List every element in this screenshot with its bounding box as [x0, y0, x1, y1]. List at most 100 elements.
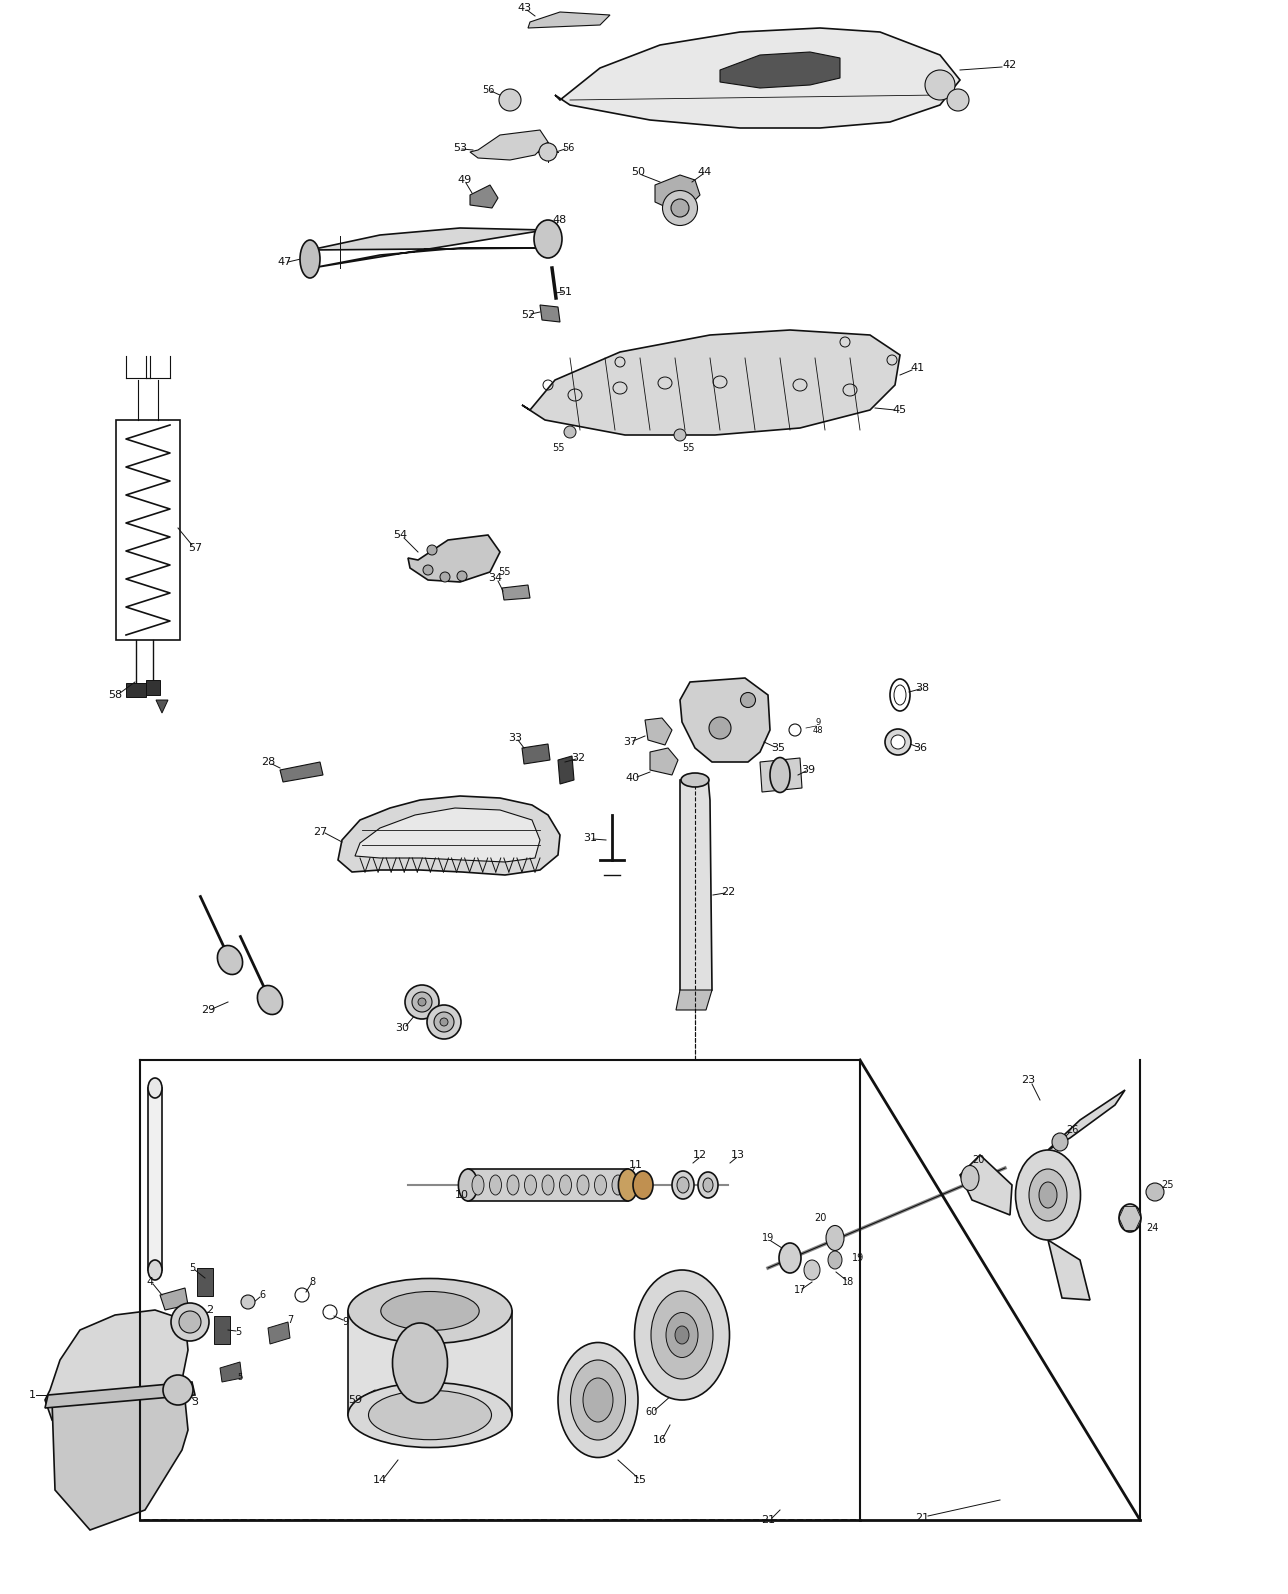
Text: 27: 27	[313, 827, 327, 837]
Ellipse shape	[535, 220, 562, 258]
Text: 56: 56	[562, 143, 574, 153]
Text: 48: 48	[813, 725, 823, 735]
Ellipse shape	[741, 692, 756, 708]
Text: 53: 53	[453, 143, 468, 153]
Ellipse shape	[677, 1176, 689, 1192]
Ellipse shape	[348, 1278, 513, 1344]
Polygon shape	[220, 1361, 242, 1382]
Text: 26: 26	[1065, 1125, 1078, 1135]
Ellipse shape	[440, 572, 450, 582]
Text: 37: 37	[623, 736, 638, 748]
Ellipse shape	[218, 945, 242, 974]
Polygon shape	[45, 1310, 188, 1439]
Ellipse shape	[708, 717, 732, 740]
Ellipse shape	[826, 1226, 844, 1251]
Bar	[116, 419, 180, 641]
Text: 54: 54	[393, 529, 407, 540]
Polygon shape	[555, 29, 960, 128]
Text: 35: 35	[772, 743, 784, 752]
Text: 22: 22	[721, 886, 735, 897]
Ellipse shape	[368, 1390, 492, 1439]
Ellipse shape	[428, 1004, 461, 1039]
Ellipse shape	[558, 1342, 638, 1457]
Text: 17: 17	[793, 1285, 806, 1294]
Ellipse shape	[428, 545, 437, 555]
Ellipse shape	[348, 1382, 513, 1447]
Text: 11: 11	[629, 1160, 643, 1170]
Text: 36: 36	[913, 743, 927, 752]
Polygon shape	[522, 330, 900, 435]
Text: 23: 23	[1021, 1074, 1036, 1086]
Polygon shape	[197, 1267, 213, 1296]
Polygon shape	[214, 1317, 231, 1344]
Ellipse shape	[770, 757, 790, 792]
Text: 52: 52	[520, 309, 535, 320]
Ellipse shape	[885, 728, 911, 756]
Ellipse shape	[564, 426, 576, 438]
Polygon shape	[1048, 1240, 1090, 1301]
Bar	[140, 1060, 860, 1521]
Text: 4: 4	[147, 1277, 153, 1286]
Text: 25: 25	[1162, 1180, 1175, 1191]
Text: 44: 44	[698, 167, 712, 177]
Polygon shape	[279, 762, 323, 783]
Text: 10: 10	[455, 1191, 469, 1200]
Ellipse shape	[542, 1175, 554, 1196]
Text: 28: 28	[261, 757, 276, 767]
Ellipse shape	[164, 1376, 193, 1404]
Text: 5: 5	[237, 1374, 242, 1382]
Text: 58: 58	[108, 690, 122, 700]
Polygon shape	[680, 677, 770, 762]
Text: 48: 48	[553, 215, 567, 225]
Text: 51: 51	[558, 287, 572, 296]
Ellipse shape	[300, 241, 319, 277]
Ellipse shape	[571, 1360, 626, 1439]
Ellipse shape	[434, 1012, 453, 1031]
Text: 45: 45	[893, 405, 907, 414]
Ellipse shape	[171, 1302, 209, 1341]
Text: 1: 1	[28, 1390, 36, 1400]
Text: 21: 21	[761, 1514, 775, 1525]
Polygon shape	[45, 1382, 194, 1408]
Ellipse shape	[440, 1019, 448, 1027]
Ellipse shape	[804, 1259, 820, 1280]
Ellipse shape	[672, 1172, 694, 1199]
Polygon shape	[676, 990, 712, 1011]
Ellipse shape	[675, 1326, 689, 1344]
Ellipse shape	[595, 1175, 607, 1196]
Ellipse shape	[1029, 1168, 1066, 1221]
Ellipse shape	[381, 1291, 479, 1331]
Polygon shape	[126, 682, 146, 697]
Ellipse shape	[779, 1243, 801, 1274]
Ellipse shape	[559, 1175, 572, 1196]
Text: 38: 38	[914, 682, 929, 693]
Ellipse shape	[538, 143, 556, 161]
Ellipse shape	[891, 735, 905, 749]
Ellipse shape	[459, 1168, 478, 1200]
Polygon shape	[468, 1168, 629, 1200]
Ellipse shape	[612, 1175, 623, 1196]
Text: 5: 5	[189, 1262, 194, 1274]
Polygon shape	[156, 700, 167, 713]
Ellipse shape	[393, 1323, 447, 1403]
Polygon shape	[760, 759, 802, 792]
Polygon shape	[348, 1310, 513, 1415]
Ellipse shape	[471, 1175, 484, 1196]
Text: 24: 24	[1146, 1223, 1158, 1234]
Ellipse shape	[671, 199, 689, 217]
Ellipse shape	[674, 429, 687, 442]
Ellipse shape	[404, 985, 439, 1019]
Text: 9: 9	[341, 1317, 348, 1326]
Text: 60: 60	[645, 1408, 658, 1417]
Ellipse shape	[412, 991, 431, 1012]
Text: 20: 20	[814, 1213, 826, 1223]
Polygon shape	[522, 744, 550, 764]
Ellipse shape	[1039, 1183, 1057, 1208]
Ellipse shape	[666, 1312, 698, 1358]
Text: 30: 30	[395, 1023, 410, 1033]
Text: 34: 34	[488, 572, 502, 583]
Text: 19: 19	[762, 1234, 774, 1243]
Text: 47: 47	[278, 257, 292, 268]
Ellipse shape	[703, 1178, 714, 1192]
Text: 49: 49	[457, 175, 473, 185]
